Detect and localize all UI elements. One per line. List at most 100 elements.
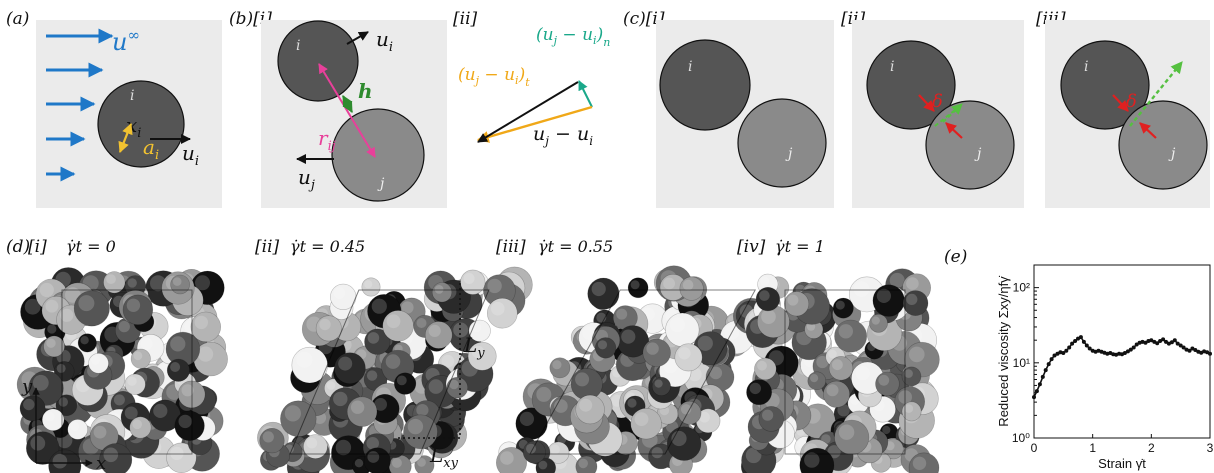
- particle: [48, 449, 82, 473]
- particle-highlight: [333, 287, 346, 299]
- particle-highlight: [646, 342, 659, 355]
- viscosity-point: [1052, 353, 1057, 358]
- particle-highlight: [906, 277, 919, 290]
- velocity-i-label: ui: [376, 27, 393, 55]
- particle-highlight: [749, 382, 761, 395]
- particle-highlight: [536, 386, 552, 402]
- particle-highlight: [853, 281, 870, 297]
- tangential-component-arrow: [476, 105, 593, 143]
- particle: [630, 408, 662, 440]
- particle-highlight: [832, 359, 843, 371]
- viscosity-point: [1149, 338, 1154, 343]
- particle-highlight: [91, 355, 100, 365]
- simulation-box: [784, 289, 906, 455]
- particle-highlight: [30, 435, 46, 451]
- particle: [755, 287, 781, 312]
- overlap-arrow: [918, 94, 935, 112]
- x-tick-label: 3: [1207, 441, 1214, 455]
- particle-highlight: [787, 294, 799, 306]
- particle-highlight: [417, 458, 426, 467]
- y-axis-title: Reduced viscosity Σxy/ηfγ̇: [996, 275, 1011, 426]
- particle-highlight: [364, 280, 373, 289]
- particle-highlight: [591, 281, 606, 297]
- particle: [259, 428, 285, 454]
- particle-j-label: j: [785, 146, 793, 162]
- particle-highlight: [46, 338, 56, 348]
- particle: [522, 440, 546, 464]
- particle: [129, 416, 152, 439]
- velocity-label: ui: [182, 141, 199, 169]
- particle-highlight: [198, 346, 214, 362]
- particle: [19, 395, 46, 422]
- particle: [414, 455, 435, 473]
- particle-highlight: [538, 460, 548, 470]
- relative-velocity-arrow: [477, 81, 579, 143]
- particle-highlight: [463, 273, 475, 284]
- particle: [467, 341, 497, 371]
- particle-highlight: [106, 274, 116, 284]
- panel-e-label: (e): [944, 247, 967, 267]
- particle: [41, 408, 65, 431]
- viscosity-chart: 0 1 2 3 10⁰ 10¹ 10² Strain γ̇t Reduced viscosity…: [996, 264, 1214, 471]
- particle-highlight: [828, 349, 837, 359]
- particle-highlight: [127, 278, 137, 288]
- particle-highlight: [56, 363, 66, 373]
- viscosity-point: [1105, 351, 1110, 356]
- particle: [103, 271, 126, 294]
- particle-highlight: [416, 318, 427, 328]
- snapshot-tag: [ii]: [255, 237, 280, 257]
- viscosity-point: [1164, 339, 1168, 344]
- snapshot-tag: [i]: [28, 237, 47, 257]
- particle: [73, 290, 110, 327]
- gap-arrow: [342, 95, 353, 113]
- particle-j: [331, 108, 425, 202]
- particle: [679, 276, 704, 301]
- viscosity-point: [1134, 342, 1139, 347]
- x-tick-label: 2: [1148, 441, 1155, 455]
- particle-highlight: [70, 421, 80, 431]
- particle-j: [925, 100, 1015, 190]
- particle-i: [97, 80, 185, 168]
- viscosity-point: [1128, 347, 1133, 352]
- particle-j-label: j: [974, 146, 982, 162]
- simulation-box: [289, 289, 490, 455]
- particle-highlight: [80, 336, 89, 345]
- particle: [130, 348, 151, 369]
- particle-highlight: [39, 282, 54, 298]
- viscosity-point: [1040, 374, 1045, 379]
- particle-highlight: [759, 290, 770, 301]
- particle: [627, 277, 649, 299]
- particle-highlight: [127, 376, 137, 386]
- particle-highlight: [627, 398, 637, 408]
- particle-highlight: [333, 391, 348, 407]
- particle-highlight: [153, 403, 168, 418]
- particle-highlight: [579, 398, 593, 412]
- viscosity-point: [1087, 346, 1092, 351]
- particle-i: [277, 20, 359, 102]
- separation-label: rij: [318, 126, 336, 154]
- particle-highlight: [682, 279, 694, 291]
- particle: [908, 452, 940, 473]
- particle-highlight: [526, 443, 536, 454]
- particle-highlight: [401, 301, 414, 314]
- tangential-component-label: (uj − ui)t: [458, 65, 530, 89]
- particle: [88, 352, 109, 374]
- particle: [828, 356, 854, 381]
- particle-highlight: [882, 425, 891, 435]
- viscosity-point: [1158, 339, 1163, 343]
- particle-highlight: [519, 411, 535, 426]
- particle-highlight: [826, 384, 839, 397]
- particle-highlight: [396, 375, 407, 386]
- x-axis-label: x: [96, 453, 106, 473]
- particle-highlight: [350, 400, 365, 414]
- velocity-i-arrow: [346, 31, 369, 45]
- particle-highlight: [194, 315, 208, 330]
- particle-highlight: [597, 340, 608, 350]
- viscosity-point: [1032, 395, 1036, 400]
- particle-highlight: [132, 419, 142, 430]
- particle: [26, 431, 60, 465]
- particle-highlight: [52, 453, 68, 469]
- particle-highlight: [262, 431, 274, 443]
- particle: [575, 455, 598, 473]
- particle-highlight: [550, 444, 560, 455]
